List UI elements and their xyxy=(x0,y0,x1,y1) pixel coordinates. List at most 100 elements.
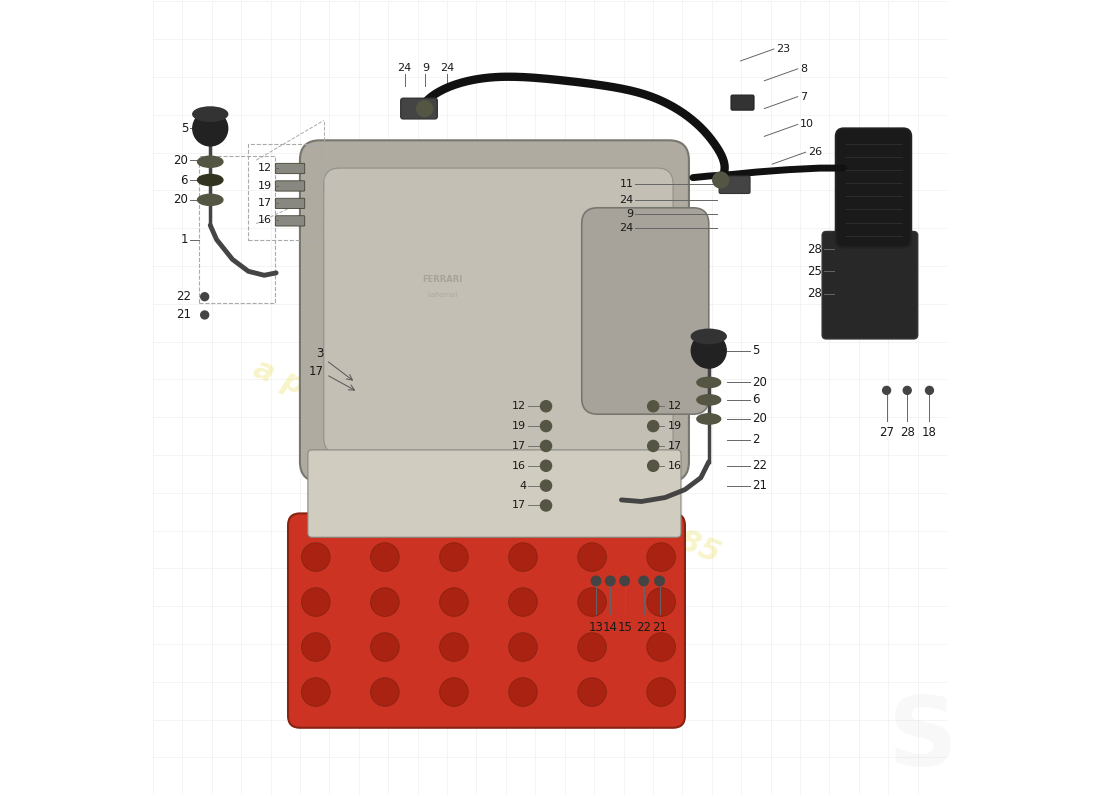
Text: 8: 8 xyxy=(800,64,807,74)
Text: 16: 16 xyxy=(258,215,272,226)
Ellipse shape xyxy=(192,107,228,122)
FancyBboxPatch shape xyxy=(719,176,750,194)
Text: 11: 11 xyxy=(619,179,634,189)
Circle shape xyxy=(508,588,537,616)
Text: 21: 21 xyxy=(176,309,191,322)
Text: 15: 15 xyxy=(617,621,632,634)
Text: 20: 20 xyxy=(173,154,188,166)
Text: 9: 9 xyxy=(626,209,634,219)
FancyBboxPatch shape xyxy=(836,129,911,247)
Text: 22: 22 xyxy=(636,621,651,634)
FancyBboxPatch shape xyxy=(300,140,689,482)
Circle shape xyxy=(639,576,648,586)
Text: 21: 21 xyxy=(652,621,667,634)
Text: 24: 24 xyxy=(619,195,634,205)
Text: 17: 17 xyxy=(309,365,323,378)
Text: S: S xyxy=(888,693,958,786)
Text: 3: 3 xyxy=(317,347,323,360)
Circle shape xyxy=(540,421,551,432)
Circle shape xyxy=(647,633,675,662)
Ellipse shape xyxy=(198,194,223,206)
Circle shape xyxy=(592,576,601,586)
Circle shape xyxy=(654,576,664,586)
Text: 6: 6 xyxy=(752,394,760,406)
Circle shape xyxy=(417,101,432,117)
Text: 17: 17 xyxy=(668,441,682,451)
Circle shape xyxy=(200,293,209,301)
FancyBboxPatch shape xyxy=(823,232,917,338)
Circle shape xyxy=(578,588,606,616)
Circle shape xyxy=(301,678,330,706)
Circle shape xyxy=(440,542,469,571)
Circle shape xyxy=(606,576,615,586)
Text: 12: 12 xyxy=(668,402,682,411)
Circle shape xyxy=(540,440,551,451)
Text: 21: 21 xyxy=(752,479,768,492)
Ellipse shape xyxy=(697,394,720,405)
Text: 14: 14 xyxy=(603,621,618,634)
Circle shape xyxy=(440,588,469,616)
FancyBboxPatch shape xyxy=(732,95,754,110)
Circle shape xyxy=(620,576,629,586)
Ellipse shape xyxy=(691,330,726,343)
FancyBboxPatch shape xyxy=(275,181,305,191)
Text: 28: 28 xyxy=(900,426,915,439)
Bar xyxy=(249,144,321,239)
Circle shape xyxy=(540,460,551,471)
FancyBboxPatch shape xyxy=(275,216,305,226)
Circle shape xyxy=(508,678,537,706)
Circle shape xyxy=(371,542,399,571)
Circle shape xyxy=(440,678,469,706)
Circle shape xyxy=(192,111,228,146)
Circle shape xyxy=(540,401,551,412)
Circle shape xyxy=(508,542,537,571)
Bar xyxy=(199,156,275,303)
Text: 20: 20 xyxy=(752,376,768,389)
FancyBboxPatch shape xyxy=(400,98,438,119)
Circle shape xyxy=(647,588,675,616)
Text: 22: 22 xyxy=(176,290,191,303)
Text: 19: 19 xyxy=(258,181,272,190)
Ellipse shape xyxy=(697,378,720,387)
Text: 6: 6 xyxy=(180,174,188,186)
Text: 19: 19 xyxy=(513,421,526,431)
Circle shape xyxy=(578,542,606,571)
Circle shape xyxy=(371,588,399,616)
Text: 25: 25 xyxy=(807,265,823,278)
Circle shape xyxy=(301,542,330,571)
Circle shape xyxy=(647,542,675,571)
FancyBboxPatch shape xyxy=(582,208,708,414)
Circle shape xyxy=(371,633,399,662)
FancyBboxPatch shape xyxy=(323,168,673,454)
Text: 17: 17 xyxy=(513,441,526,451)
Text: 5: 5 xyxy=(752,344,760,357)
Text: 22: 22 xyxy=(752,459,768,472)
FancyBboxPatch shape xyxy=(275,163,305,174)
Text: 17: 17 xyxy=(258,198,272,208)
Circle shape xyxy=(648,460,659,471)
Text: 24: 24 xyxy=(619,222,634,233)
Text: 1: 1 xyxy=(180,233,188,246)
Text: 10: 10 xyxy=(800,119,814,130)
Text: a passion for cars since 1985: a passion for cars since 1985 xyxy=(249,354,724,569)
Ellipse shape xyxy=(198,156,223,167)
Text: 9: 9 xyxy=(421,63,429,73)
Ellipse shape xyxy=(697,414,720,424)
Text: 24: 24 xyxy=(397,63,411,73)
Circle shape xyxy=(371,678,399,706)
Text: 28: 28 xyxy=(807,287,823,300)
Ellipse shape xyxy=(198,174,223,186)
Text: 20: 20 xyxy=(173,194,188,206)
FancyBboxPatch shape xyxy=(275,198,305,209)
Text: 24: 24 xyxy=(440,63,454,73)
Circle shape xyxy=(200,311,209,319)
Circle shape xyxy=(578,678,606,706)
Text: 12: 12 xyxy=(258,163,272,173)
Circle shape xyxy=(647,678,675,706)
FancyBboxPatch shape xyxy=(288,514,685,728)
Text: 16: 16 xyxy=(513,461,526,470)
Circle shape xyxy=(648,440,659,451)
Circle shape xyxy=(691,334,726,368)
Circle shape xyxy=(578,633,606,662)
Text: 4: 4 xyxy=(519,481,526,490)
